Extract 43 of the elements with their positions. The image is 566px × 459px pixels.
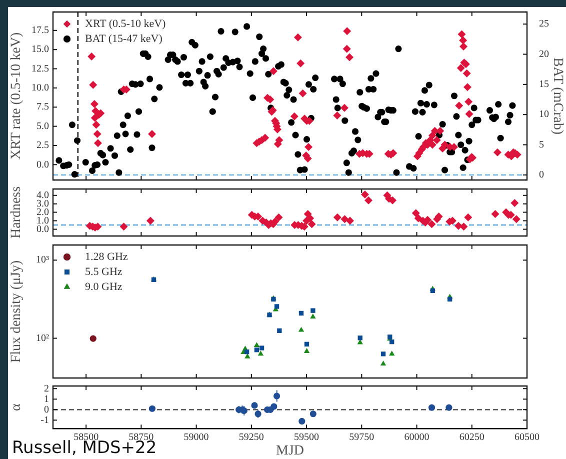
- y2-tick-label: 10: [539, 109, 549, 120]
- y2-tick-label: 0: [539, 170, 544, 181]
- y-axis-title: α: [9, 402, 24, 411]
- legend-label: BAT (15-47 keV): [85, 32, 163, 45]
- y-tick-label: 15.0: [32, 44, 49, 56]
- y-tick-label: 2: [44, 383, 49, 394]
- legend-label: XRT (0.5-10 keV): [85, 18, 166, 30]
- y2-tick-label: 25: [539, 18, 549, 30]
- legend-label: 1.28 GHz: [85, 250, 128, 263]
- y-tick-label: 0.0: [36, 224, 49, 235]
- y-tick-label: 10³: [36, 254, 49, 266]
- x-tick-label: 59250: [238, 432, 264, 444]
- y-tick-label: 10²: [36, 332, 49, 344]
- y-tick-label: 1: [44, 394, 49, 405]
- y-tick-label: 2.0: [36, 206, 49, 218]
- y2-tick-label: 15: [539, 79, 549, 90]
- y-axis-title: XRT rate (0.5-10 keV): [9, 32, 24, 160]
- y-tick-label: 7.5: [36, 102, 49, 113]
- x-tick-label: 59750: [349, 432, 374, 444]
- y-tick-label: 2.5: [36, 140, 49, 152]
- x-tick-label: 60000: [404, 432, 430, 444]
- y-tick-label: 10.0: [32, 82, 49, 94]
- y2-tick-label: 5: [539, 139, 544, 150]
- y-tick-label: 0: [44, 404, 49, 416]
- legend-label: 5.5 GHz: [85, 266, 122, 278]
- y2-tick-label: 20: [539, 48, 549, 60]
- y2-axis-title: BAT (mCrab): [550, 57, 565, 135]
- y-tick-label: 0.0: [36, 159, 49, 170]
- y-tick-label: 17.5: [32, 25, 49, 36]
- x-axis-title: MJD: [276, 443, 304, 458]
- x-tick-label: 60500: [514, 432, 540, 444]
- y-tick-label: 12.5: [32, 63, 49, 74]
- y-tick-label: 1.0: [36, 215, 49, 226]
- x-tick-label: 60250: [459, 432, 484, 444]
- y-axis-title: Hardness: [9, 186, 24, 239]
- y-tick-label: -1: [40, 414, 49, 426]
- y-tick-label: 5.0: [36, 120, 49, 132]
- x-tick-label: 59000: [184, 432, 209, 444]
- y-tick-label: 3.0: [36, 198, 49, 210]
- x-tick-label: 59500: [294, 432, 320, 444]
- y-tick-label: 4.0: [36, 190, 49, 201]
- legend-label: 9.0 GHz: [85, 280, 122, 293]
- y-axis-title: Flux density (μJy): [9, 260, 24, 363]
